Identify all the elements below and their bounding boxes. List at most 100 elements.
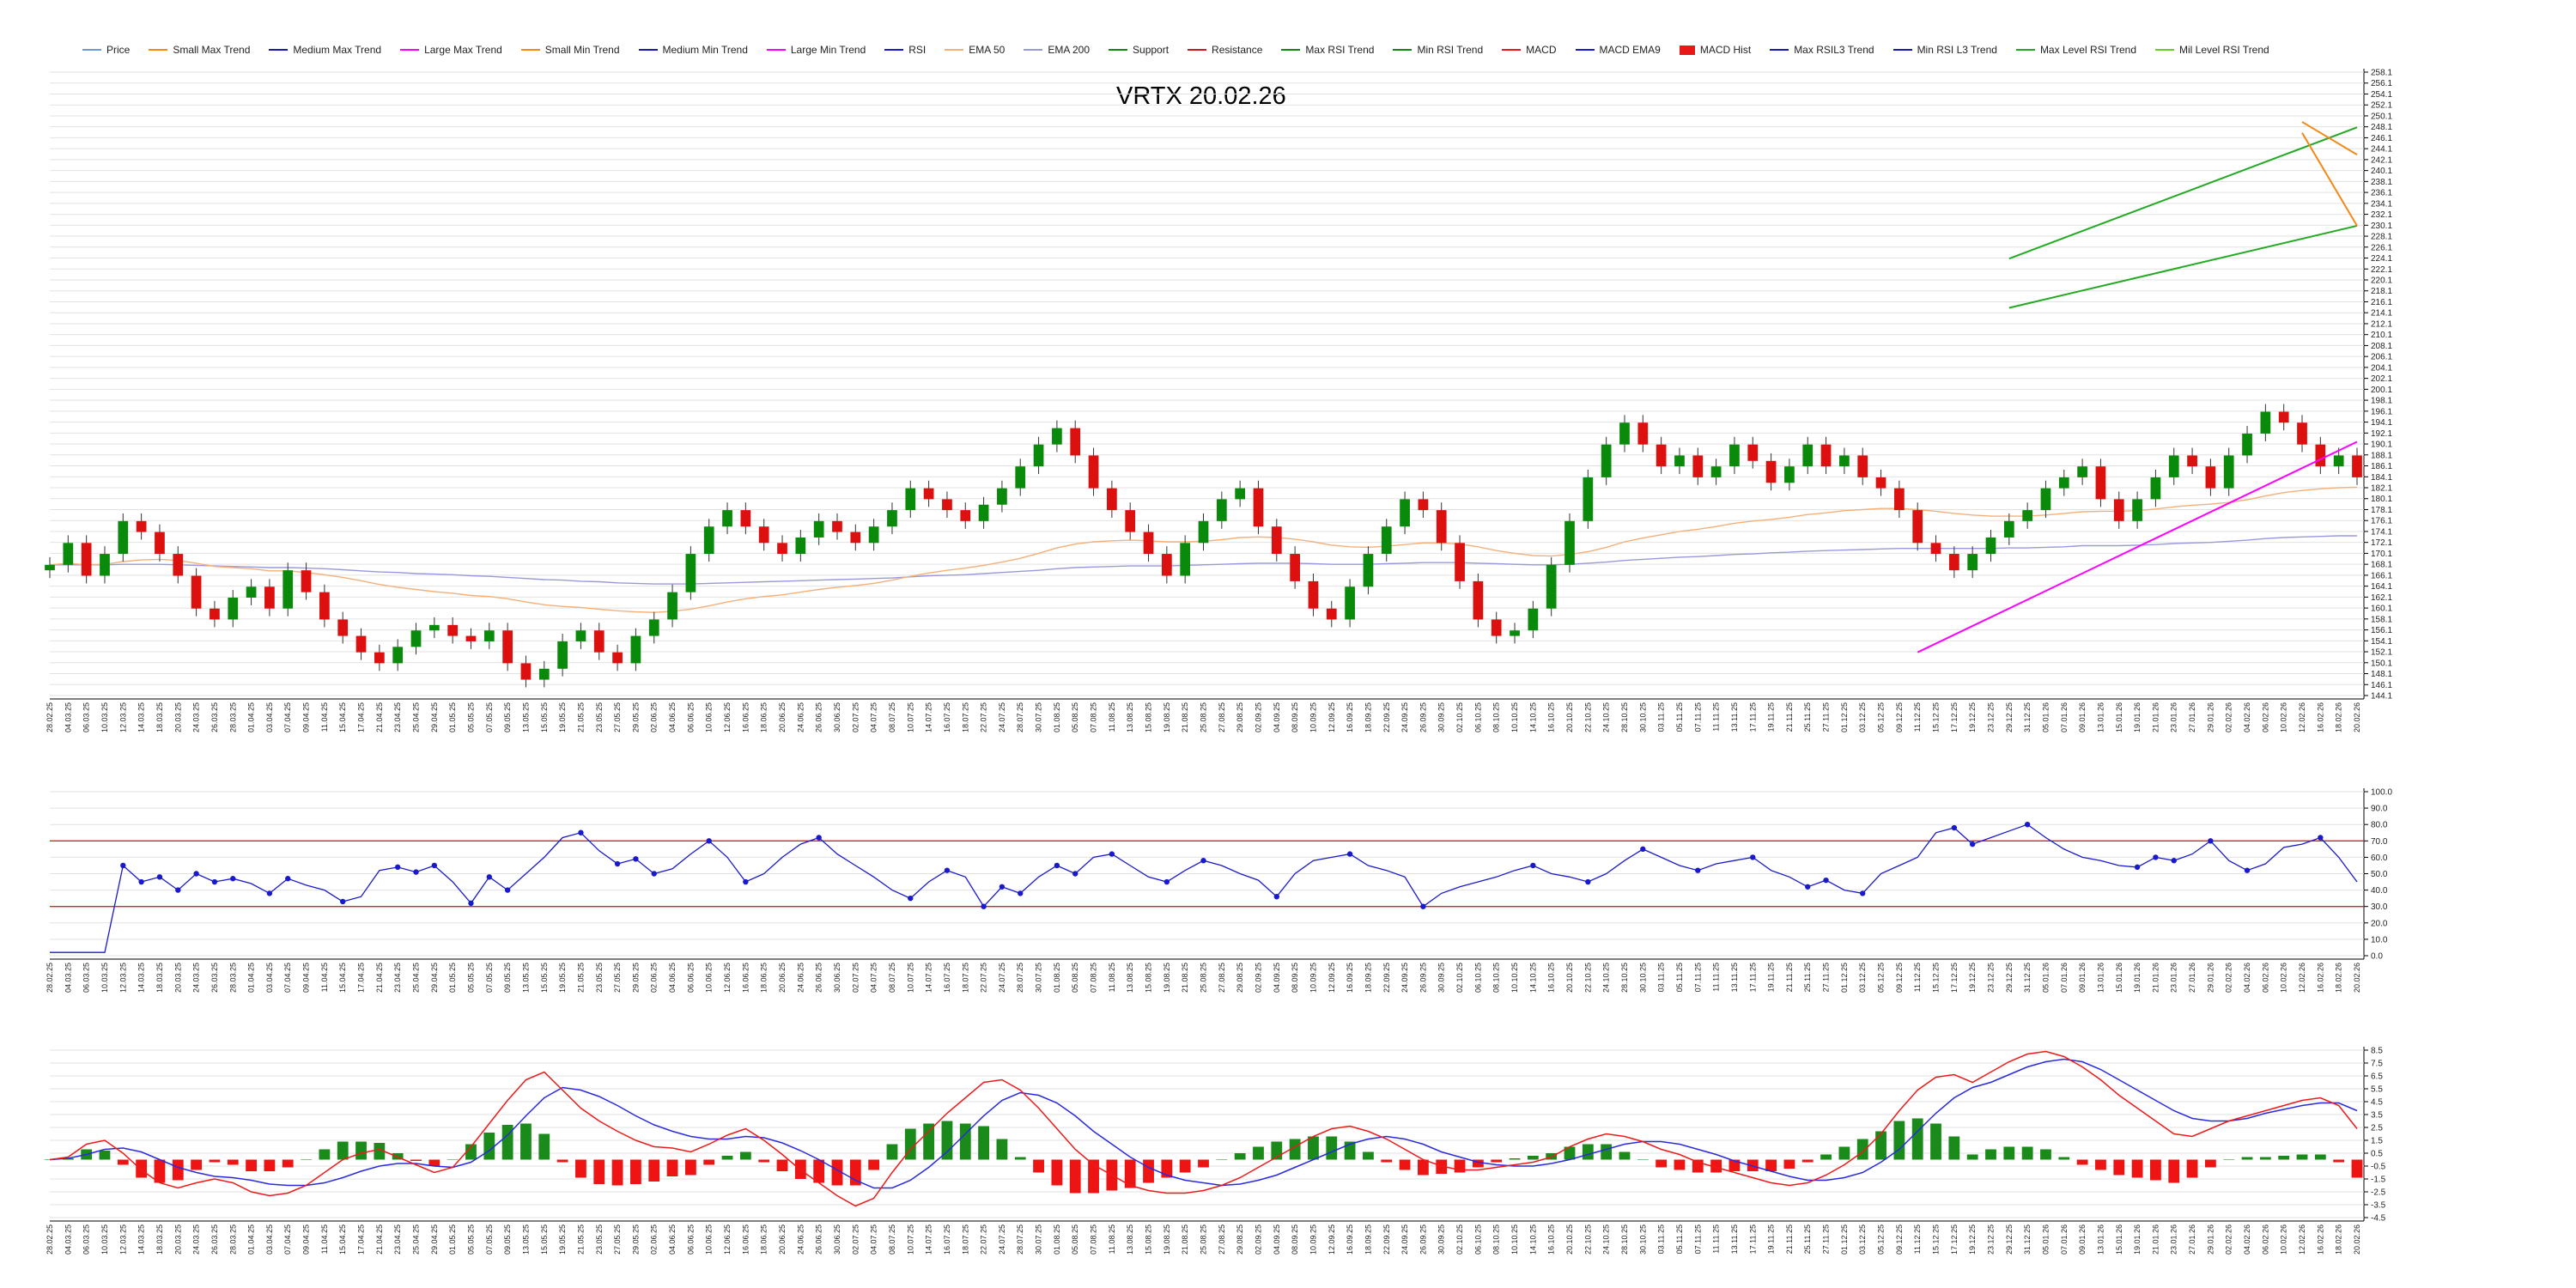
macd-hist-bar [2150, 1159, 2161, 1181]
macd-hist-bar [1527, 1156, 1539, 1160]
rsi-x-tick-label: 15.04.25 [338, 963, 347, 993]
macd-x-tick-label: 04.06.25 [668, 1224, 677, 1255]
macd-hist-bar [2204, 1159, 2216, 1168]
candle-body [1107, 488, 1117, 511]
macd-x-tick-label: 10.03.25 [100, 1224, 109, 1255]
price-x-tick-label: 12.06.25 [723, 702, 732, 732]
macd-x-tick-label: 22.10.25 [1583, 1224, 1592, 1255]
price-x-tick-label: 17.11.25 [1748, 702, 1757, 732]
price-tick-label: 190.1 [2371, 440, 2392, 450]
macd-x-tick-label: 10.07.25 [906, 1224, 914, 1255]
rsi-x-tick-label: 03.04.25 [265, 963, 274, 993]
rsi-x-tick-label: 06.02.26 [2261, 963, 2269, 993]
legend-item: MACD Hist [1679, 44, 1751, 56]
price-x-tick-label: 21.04.25 [375, 702, 384, 732]
price-x-tick-label: 14.07.25 [925, 702, 933, 732]
rsi-marker [1346, 851, 1353, 857]
rsi-x-tick-label: 29.08.25 [1236, 963, 1244, 993]
rsi-marker [120, 862, 126, 869]
rsi-x-tick-label: 04.02.26 [2243, 963, 2251, 993]
rsi-marker [2318, 835, 2324, 841]
macd-hist-bar [264, 1159, 276, 1171]
candle-body [795, 537, 806, 555]
price-tick-label: 182.1 [2371, 484, 2392, 494]
rsi-tick-label: 10.0 [2371, 935, 2388, 945]
legend-swatch [1393, 49, 1413, 51]
rsi-marker [2024, 822, 2031, 828]
candle-body [155, 532, 165, 555]
price-tick-label: 146.1 [2371, 681, 2392, 690]
macd-hist-bar [319, 1149, 331, 1160]
rsi-x-tick-label: 11.12.25 [1913, 963, 1922, 992]
candle-body [1180, 543, 1191, 576]
macd-x-tick-label: 15.12.25 [1932, 1224, 1941, 1255]
macd-tick-label: -2.5 [2371, 1188, 2386, 1198]
price-x-tick-label: 12.09.25 [1327, 702, 1336, 732]
macd-hist-bar [483, 1133, 495, 1160]
rsi-x-tick-label: 27.11.25 [1822, 963, 1831, 992]
rsi-x-tick-label: 09.04.25 [302, 963, 311, 993]
rsi-marker [614, 860, 621, 867]
macd-x-tick-label: 10.10.25 [1510, 1224, 1519, 1255]
legend-label: Support [1133, 44, 1170, 56]
legend-swatch [1575, 49, 1595, 51]
price-x-tick-label: 29.12.25 [2005, 702, 2014, 732]
legend-swatch [1188, 49, 1207, 51]
price-tick-label: 158.1 [2371, 615, 2392, 624]
macd-x-tick-label: 04.03.25 [64, 1224, 72, 1255]
macd-hist-bar [1399, 1159, 1411, 1170]
candle-body [740, 510, 751, 527]
macd-hist-bar [2021, 1146, 2033, 1160]
candle-body [1491, 619, 1502, 636]
macd-hist-bar [1619, 1151, 1631, 1160]
price-x-tick-label: 04.02.26 [2243, 702, 2251, 732]
rsi-x-tick-label: 27.01.26 [2188, 963, 2196, 993]
price-x-tick-label: 07.01.26 [2060, 702, 2069, 732]
rsi-tick-label: 80.0 [2371, 821, 2388, 830]
price-x-tick-label: 03.11.25 [1657, 702, 1666, 732]
macd-hist-bar [758, 1159, 770, 1163]
candle-body [978, 504, 989, 521]
price-x-tick-label: 24.06.25 [796, 702, 805, 732]
rsi-x-tick-label: 22.07.25 [980, 963, 988, 993]
price-tick-label: 188.1 [2371, 451, 2392, 460]
legend-item: Resistance [1188, 44, 1262, 56]
rsi-x-tick-label: 26.06.25 [815, 963, 823, 993]
macd-hist-bar [209, 1159, 221, 1163]
candle-body [557, 641, 568, 669]
legend-item: EMA 50 [945, 44, 1005, 56]
price-x-tick-label: 04.03.25 [64, 702, 72, 732]
legend-label: Large Min Trend [790, 44, 866, 56]
price-x-tick-label: 02.10.25 [1455, 702, 1464, 732]
price-tick-label: 252.1 [2371, 101, 2392, 111]
candle-body [1875, 477, 1886, 489]
macd-x-tick-label: 29.12.25 [2005, 1224, 2014, 1255]
candle-body [1839, 455, 1850, 467]
price-x-tick-label: 16.09.25 [1346, 702, 1354, 732]
candle-body [63, 543, 74, 565]
price-x-tick-label: 06.02.26 [2261, 702, 2269, 732]
macd-x-tick-label: 26.09.25 [1419, 1224, 1427, 1255]
macd-x-tick-label: 17.04.25 [357, 1224, 366, 1255]
price-tick-label: 166.1 [2371, 571, 2392, 580]
candle-body [2260, 411, 2271, 434]
macd-x-tick-label: 28.02.25 [46, 1224, 54, 1255]
rsi-x-tick-label: 18.03.25 [155, 963, 164, 993]
macd-hist-bar [1728, 1159, 1741, 1171]
macd-x-tick-label: 03.12.25 [1858, 1224, 1867, 1255]
price-x-tick-label: 22.10.25 [1583, 702, 1592, 732]
price-x-tick-label: 27.08.25 [1218, 702, 1226, 732]
price-x-tick-label: 31.12.25 [2023, 702, 2032, 732]
price-tick-label: 234.1 [2371, 199, 2392, 209]
macd-x-tick-label: 30.10.25 [1638, 1224, 1647, 1255]
price-x-tick-label: 26.09.25 [1419, 702, 1427, 732]
price-x-tick-label: 30.10.25 [1638, 702, 1647, 732]
legend-swatch [1893, 49, 1912, 51]
price-x-tick-label: 23.12.25 [1986, 702, 1995, 732]
candle-body [447, 624, 459, 636]
price-x-tick-label: 22.09.25 [1382, 702, 1391, 732]
macd-x-tick-label: 04.07.25 [870, 1224, 878, 1255]
price-x-tick-label: 05.08.25 [1071, 702, 1079, 732]
price-tick-label: 256.1 [2371, 79, 2392, 88]
candle-body [1528, 608, 1539, 631]
